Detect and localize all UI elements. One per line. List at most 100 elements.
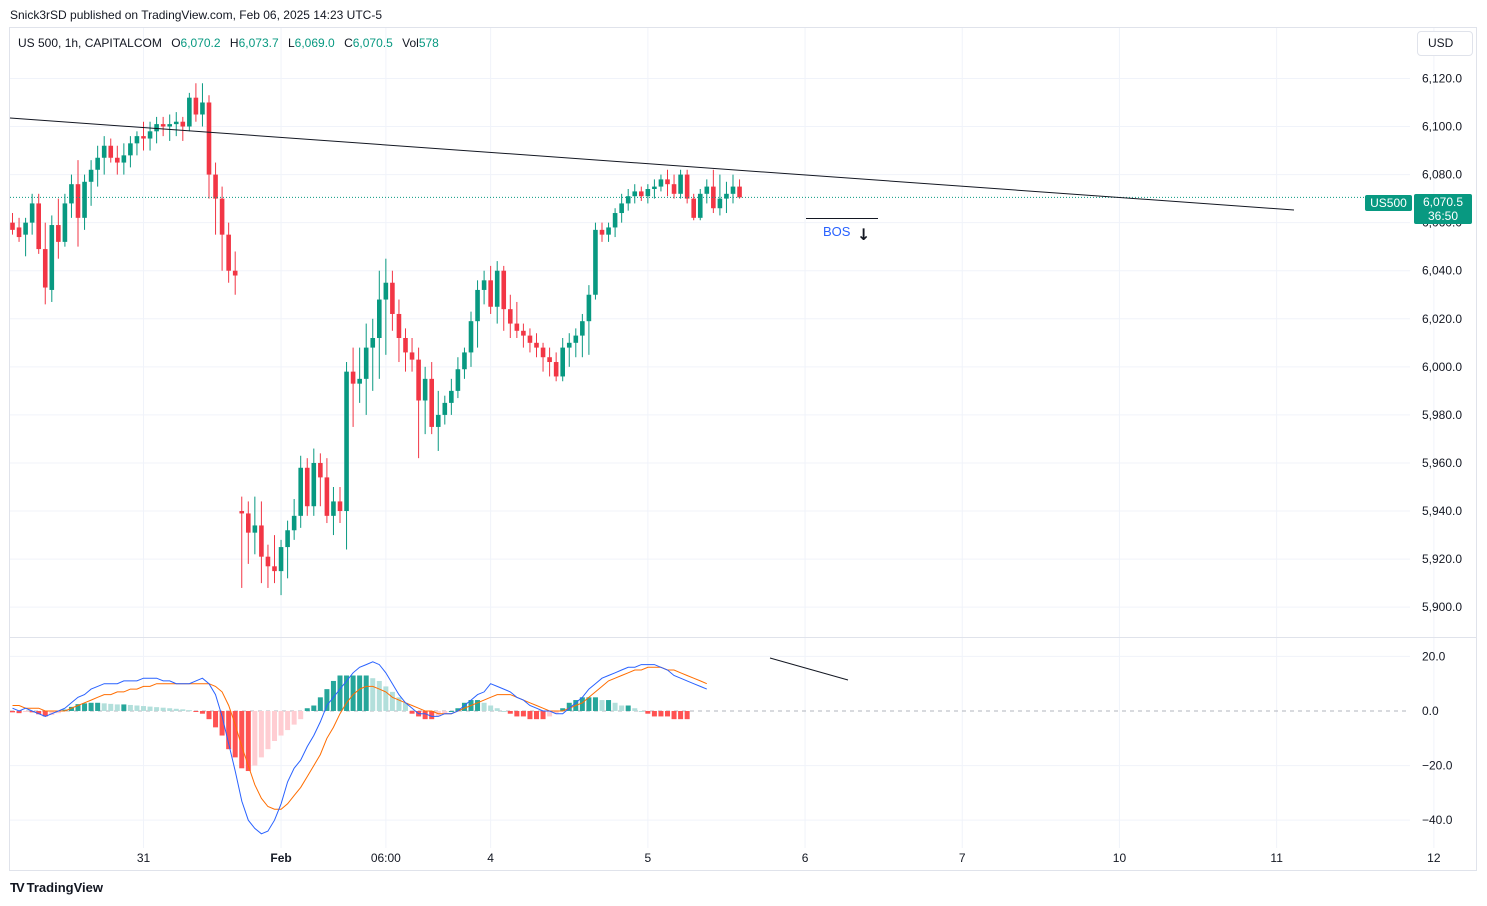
macd-histogram-bar bbox=[579, 697, 585, 711]
macd-histogram-bar bbox=[665, 710, 670, 717]
macd-histogram-bar bbox=[566, 702, 572, 711]
candle-body bbox=[481, 280, 487, 290]
candle-body bbox=[115, 157, 120, 163]
time-axis-label: 06:00 bbox=[371, 851, 401, 865]
macd-histogram-bar bbox=[68, 706, 74, 711]
macd-histogram-bar bbox=[134, 705, 140, 711]
macd-histogram-bar bbox=[219, 710, 225, 736]
candle-body bbox=[232, 270, 238, 276]
legend-high: 6,073.7 bbox=[238, 36, 279, 50]
candle-body bbox=[265, 556, 271, 567]
macd-histogram-bar bbox=[239, 710, 245, 769]
macd-histogram-bar bbox=[330, 680, 336, 711]
candle-body bbox=[586, 294, 592, 322]
candle-body bbox=[363, 347, 369, 379]
macd-histogram-bar bbox=[363, 675, 369, 711]
candle-body bbox=[259, 525, 264, 557]
candle-body bbox=[278, 547, 284, 572]
legend-volume: 578 bbox=[418, 36, 439, 50]
candle-body bbox=[134, 136, 140, 144]
candle-body bbox=[95, 157, 100, 170]
macd-histogram-bar bbox=[678, 710, 684, 720]
legend-high-label: H bbox=[229, 36, 239, 50]
macd-histogram-bar bbox=[193, 710, 199, 712]
time-axis-label: 4 bbox=[487, 851, 494, 865]
price-axis-label: 6,100.0 bbox=[1422, 120, 1462, 134]
candle-body bbox=[396, 313, 402, 338]
legend-low-label: L bbox=[287, 36, 295, 50]
macd-histogram-bar bbox=[291, 710, 297, 725]
macd-histogram-bar bbox=[403, 702, 408, 711]
legend-close-label: C bbox=[344, 36, 353, 50]
candle-body bbox=[252, 525, 258, 533]
macd-histogram-bar bbox=[226, 710, 232, 750]
macd-histogram-bar bbox=[560, 708, 566, 711]
tradingview-logo-text: TradingView bbox=[26, 880, 103, 895]
price-axis-label: 6,020.0 bbox=[1422, 312, 1462, 326]
candle-body bbox=[219, 198, 225, 235]
macd-histogram-bar bbox=[383, 686, 389, 711]
candle-body bbox=[272, 566, 277, 572]
bos-label: BOS bbox=[823, 224, 851, 239]
macd-histogram-bar bbox=[121, 704, 127, 711]
macd-histogram-bar bbox=[278, 710, 284, 736]
macd-histogram-bar bbox=[232, 710, 238, 758]
time-axis-label: 5 bbox=[645, 851, 652, 865]
candle-body bbox=[435, 414, 441, 427]
macd-line bbox=[12, 661, 707, 835]
candle-body bbox=[508, 309, 513, 324]
candle-body bbox=[691, 198, 696, 218]
macd-histogram-bar bbox=[55, 710, 61, 714]
macd-histogram-bar bbox=[245, 710, 251, 772]
candle-body bbox=[226, 234, 231, 271]
tradingview-logo[interactable]: TV TradingView bbox=[10, 880, 103, 895]
candle-body bbox=[449, 390, 454, 403]
symbol-legend[interactable]: US 500, 1h, CAPITALCOM O6,070.2 H6,073.7… bbox=[18, 36, 439, 50]
macd-histogram-bar bbox=[599, 700, 605, 711]
macd-histogram-bar bbox=[317, 697, 323, 711]
candle-body bbox=[304, 467, 310, 507]
macd-histogram-bar bbox=[461, 702, 467, 711]
macd-histogram-bar bbox=[638, 710, 644, 712]
candle-body bbox=[468, 321, 474, 353]
macd-axis-label: −40.0 bbox=[1422, 813, 1453, 827]
candle-body bbox=[75, 184, 81, 218]
candle-body bbox=[180, 121, 186, 127]
macd-histogram-bar bbox=[108, 703, 114, 711]
candle-body bbox=[390, 282, 395, 314]
macd-histogram-bar bbox=[180, 709, 186, 711]
candle-body bbox=[599, 229, 605, 235]
macd-histogram-bar bbox=[324, 689, 330, 711]
candle-body bbox=[10, 222, 15, 230]
candle-body bbox=[593, 229, 598, 295]
candle-body bbox=[318, 462, 323, 478]
candle-body bbox=[429, 378, 434, 427]
time-axis-label: 10 bbox=[1113, 851, 1127, 865]
candle-body bbox=[128, 143, 133, 156]
candle-body bbox=[619, 203, 624, 214]
candle-body bbox=[285, 530, 290, 548]
macd-histogram-bar bbox=[448, 710, 454, 712]
macd-histogram-bar bbox=[311, 705, 317, 711]
candle-body bbox=[514, 323, 520, 331]
price-axis-label: 5,960.0 bbox=[1422, 456, 1462, 470]
macd-histogram-bar bbox=[540, 710, 546, 720]
candle-body bbox=[521, 330, 526, 336]
candle-body bbox=[173, 121, 179, 125]
candle-body bbox=[553, 362, 559, 377]
macd-histogram-bar bbox=[16, 710, 22, 714]
currency-button[interactable]: USD bbox=[1417, 31, 1473, 56]
macd-histogram-bar bbox=[389, 691, 395, 711]
price-axis-label: 5,900.0 bbox=[1422, 600, 1462, 614]
price-axis-label: 5,980.0 bbox=[1422, 408, 1462, 422]
candle-body bbox=[108, 145, 114, 158]
price-axis-label: 5,940.0 bbox=[1422, 504, 1462, 518]
chart-frame bbox=[9, 27, 1477, 871]
candle-body bbox=[200, 102, 205, 115]
macd-histogram-bar bbox=[396, 697, 402, 711]
macd-histogram-bar bbox=[429, 710, 435, 720]
price-axis-label: 6,040.0 bbox=[1422, 264, 1462, 278]
candle-body bbox=[501, 270, 507, 310]
macd-histogram-bar bbox=[481, 702, 487, 711]
